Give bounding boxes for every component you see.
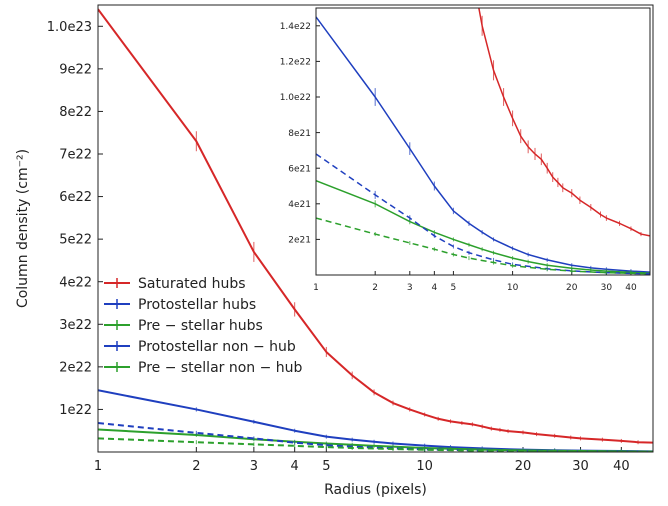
main-x-tick-label: 4 — [291, 459, 299, 474]
inset-x-tick-label: 2 — [372, 283, 378, 293]
inset-x-tick-label: 1 — [313, 283, 319, 293]
inset-y-tick-label: 1.4e22 — [280, 22, 311, 32]
inset-series — [316, 8, 650, 275]
legend-label: Pre − stellar non − hub — [138, 360, 303, 376]
main-series-line-3 — [98, 428, 653, 452]
inset-y-tick-label: 1.0e22 — [280, 93, 311, 103]
main-x-tick-label: 40 — [613, 459, 630, 474]
legend-item: Saturated hubs — [104, 276, 246, 292]
x-axis-label: Radius (pixels) — [324, 482, 427, 498]
legend-label: Saturated hubs — [138, 276, 246, 292]
inset-series-line-3 — [316, 179, 650, 274]
main-x-tick-label: 3 — [250, 459, 258, 474]
inset-y-tick-label: 1.2e22 — [280, 58, 311, 68]
inset-plot-frame — [315, 7, 651, 276]
legend-item: Pre − stellar hubs — [104, 318, 263, 334]
inset-ticks: 1 2 3 4 5 10 20 30 40 2e21 4e21 6e21 8e21 1.0e22 1.2e2… — [280, 22, 637, 293]
legend-item: Protostellar hubs — [104, 297, 256, 313]
inset-x-tick-label: 20 — [566, 283, 578, 293]
main-ticks: 1 2 3 4 5 10 20 30 40 1e22 2e22 3e22 4e22 5e22 6e22 7e2… — [47, 20, 630, 474]
inset-x-tick-label: 40 — [625, 283, 637, 293]
main-x-tick-label: 1 — [94, 459, 102, 474]
legend: Saturated hubs Protostellar hubs Pre − ste… — [104, 276, 303, 376]
main-y-tick-label: 6e22 — [59, 190, 92, 205]
main-x-tick-label: 2 — [192, 459, 200, 474]
inset-background — [316, 8, 650, 275]
main-series-line-5 — [98, 437, 653, 452]
inset-x-tick-label: 4 — [431, 283, 437, 293]
inset-series-line-2 — [316, 16, 650, 273]
legend-item: Protostellar non − hub — [104, 339, 296, 355]
inset-x-tick-label: 30 — [601, 283, 613, 293]
inset-y-tick-label: 8e21 — [288, 129, 311, 139]
main-y-tick-label: 2e22 — [59, 360, 92, 375]
main-y-tick-label: 5e22 — [59, 233, 92, 248]
inset-y-tick-label: 4e21 — [288, 200, 311, 210]
main-series — [98, 5, 653, 452]
main-x-tick-label: 10 — [416, 459, 433, 474]
main-plot-frame — [97, 4, 654, 453]
main-y-tick-label: 4e22 — [59, 275, 92, 290]
inset-series-line-4 — [316, 153, 650, 275]
main-y-tick-label: 9e22 — [59, 62, 92, 77]
inset-y-tick-label: 2e21 — [288, 236, 311, 246]
main-y-tick-label: 7e22 — [59, 148, 92, 163]
inset-x-tick-label: 10 — [507, 283, 519, 293]
main-y-tick-label: 1.0e23 — [47, 20, 92, 35]
inset-y-tick-label: 6e21 — [288, 164, 311, 174]
legend-item: Pre − stellar non − hub — [104, 360, 303, 376]
legend-label: Pre − stellar hubs — [138, 318, 263, 334]
main-x-tick-label: 5 — [322, 459, 330, 474]
inset-series-line-5 — [316, 217, 650, 275]
main-x-tick-label: 20 — [515, 459, 532, 474]
main-y-tick-label: 8e22 — [59, 105, 92, 120]
inset-x-tick-label: 5 — [451, 283, 457, 293]
main-y-tick-label: 3e22 — [59, 318, 92, 333]
main-plot: 1 2 3 4 5 10 20 30 40 1e22 2e22 3e22 4e22 5e22 6e22 7e2… — [15, 4, 654, 498]
y-axis-label: Column density (cm⁻²) — [15, 149, 31, 308]
main-y-tick-label: 1e22 — [59, 403, 92, 418]
legend-label: Protostellar non − hub — [138, 339, 296, 355]
inset-plot: 1 2 3 4 5 10 20 30 40 2e21 4e21 6e21 8e21 1.0e22 1.2e2… — [280, 7, 651, 293]
legend-label: Protostellar hubs — [138, 297, 256, 313]
main-x-tick-label: 30 — [572, 459, 589, 474]
inset-x-tick-label: 3 — [407, 283, 413, 293]
